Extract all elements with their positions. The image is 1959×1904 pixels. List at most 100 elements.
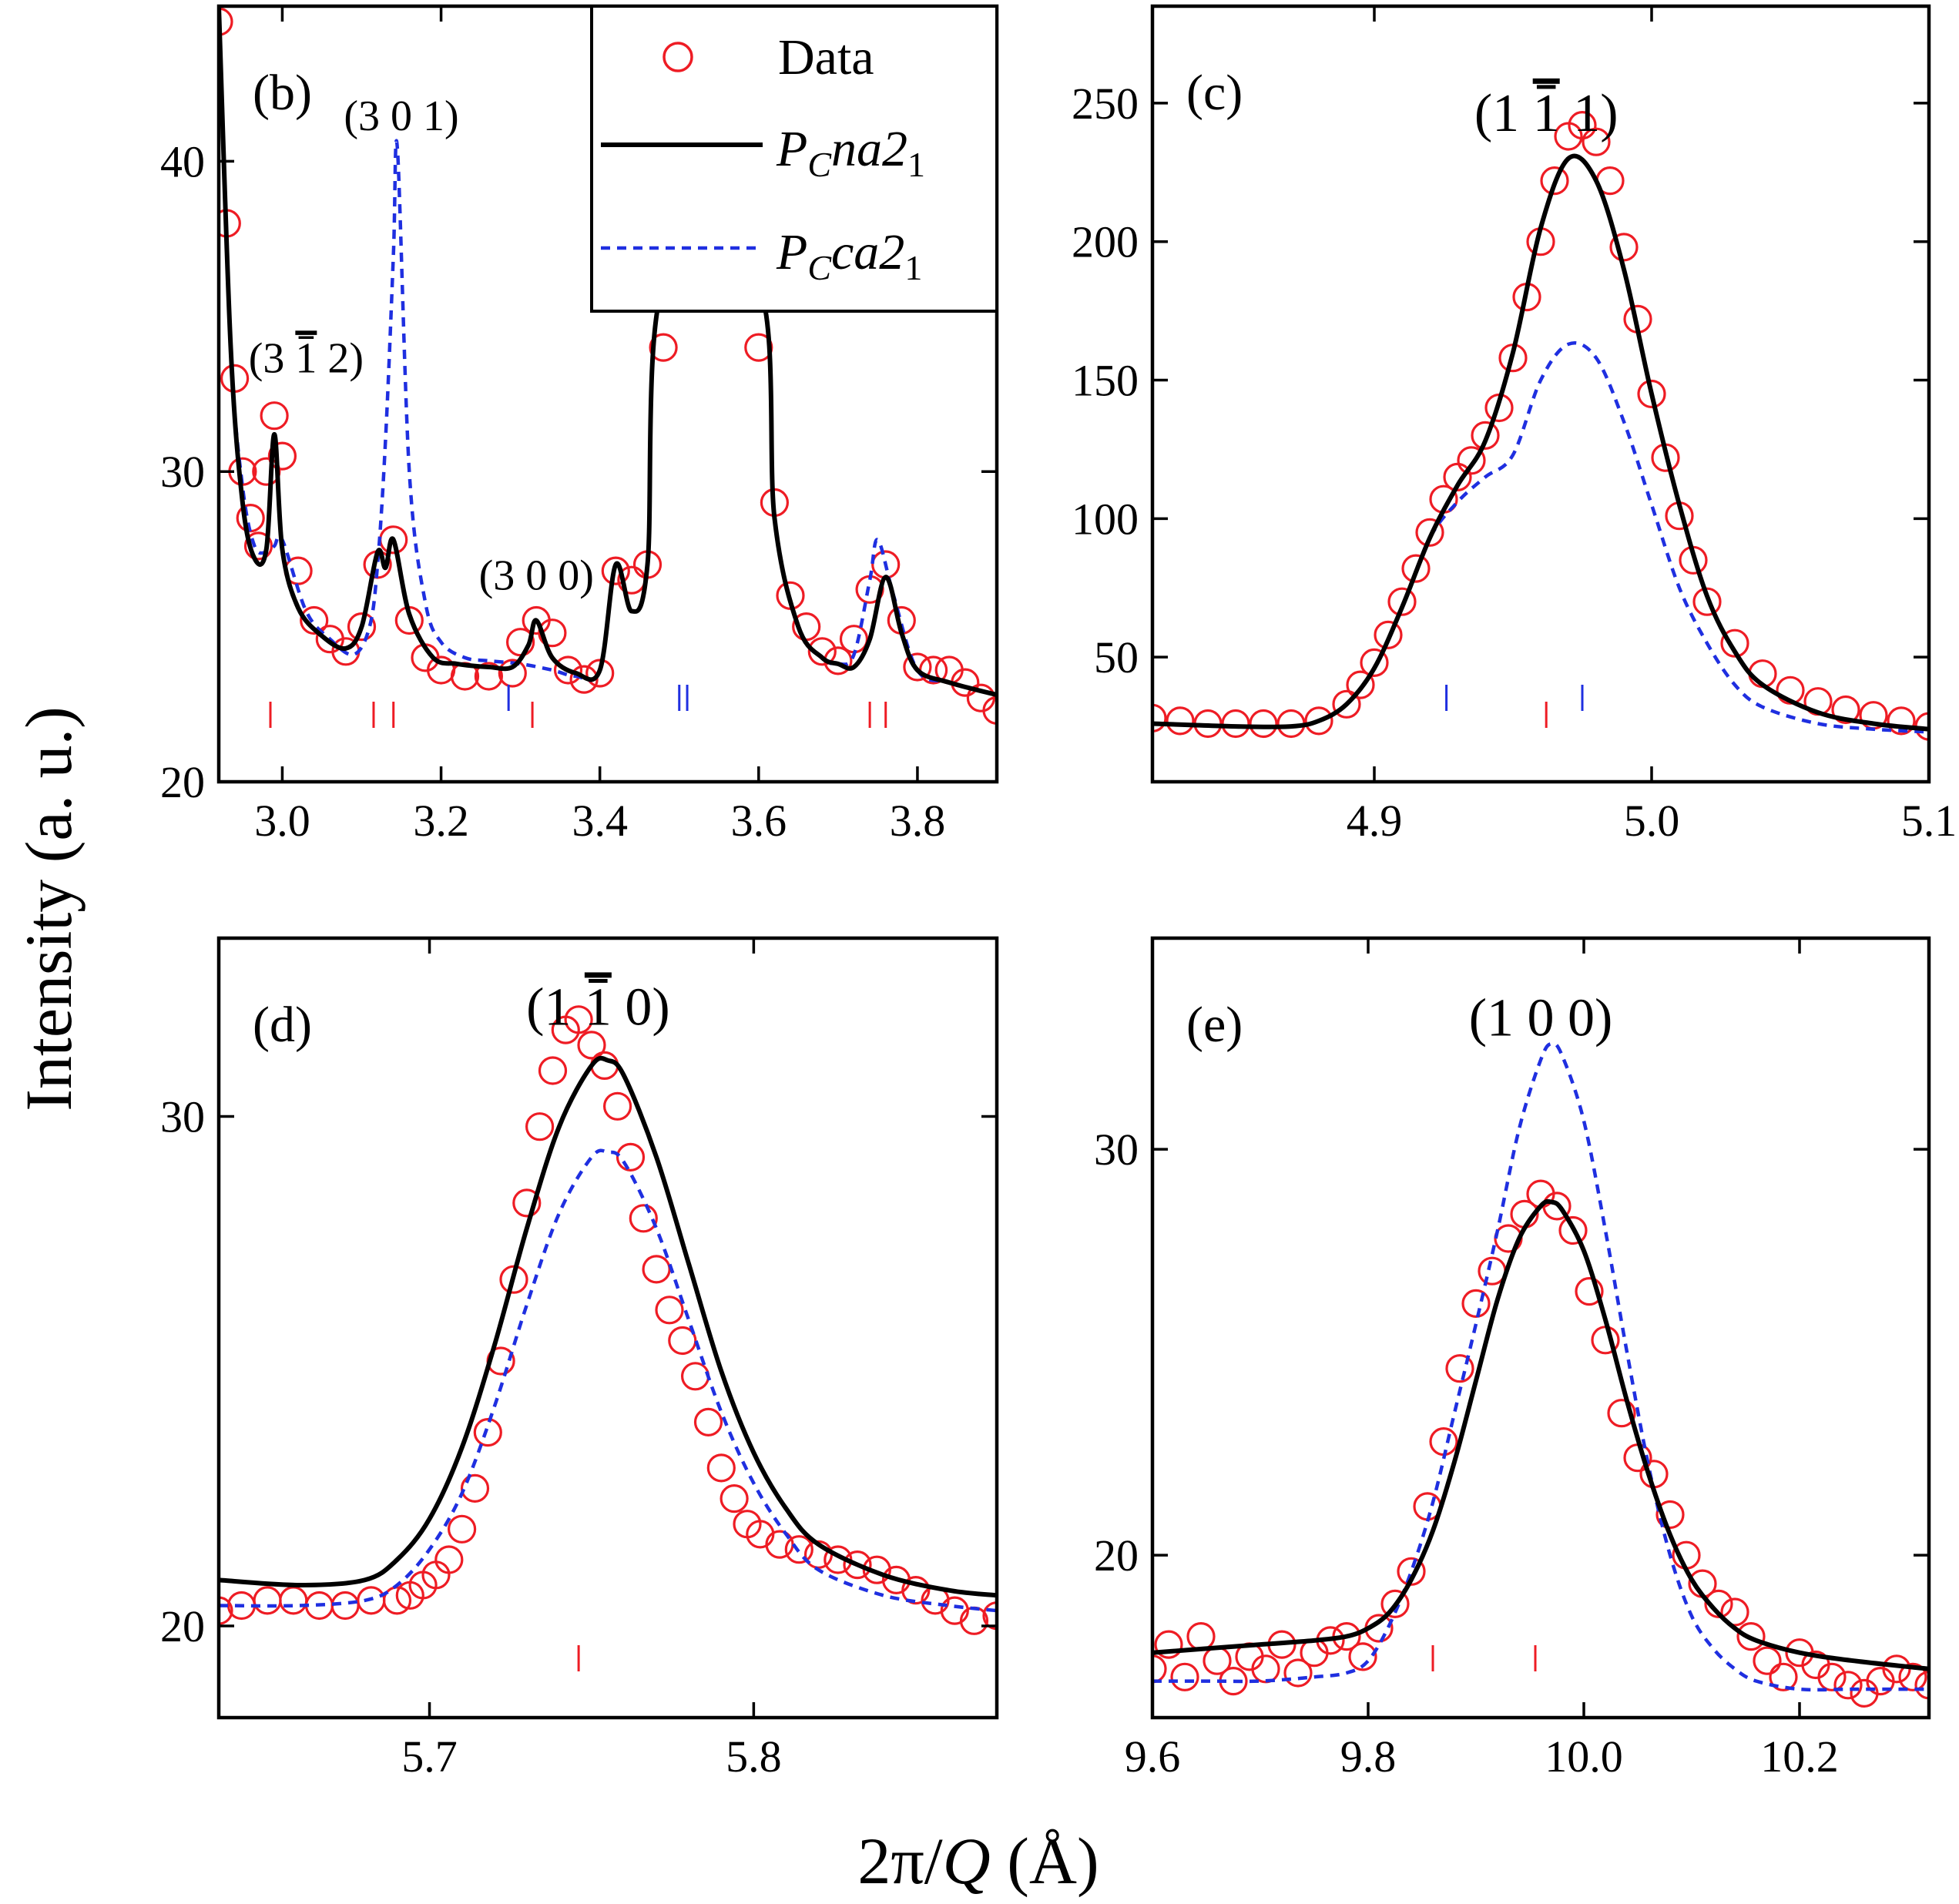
panel-d-data-point	[655, 1296, 684, 1325]
panel-d-data-point	[693, 1407, 723, 1437]
panel-e-xtick-label: 9.8	[1340, 1731, 1397, 1782]
panel-d-data-point	[512, 1188, 542, 1218]
panel-e-data-point	[1152, 1654, 1167, 1684]
panel-d-data-point	[219, 1596, 233, 1625]
panel-d-data-point	[460, 1473, 490, 1503]
panel-b-xtick-label: 3.6	[731, 796, 787, 846]
panel-e-data-point	[1575, 1276, 1604, 1306]
panel-d-annotations: (1 1 0)	[526, 977, 670, 1037]
panel-c-data-point	[1304, 706, 1333, 736]
panel-b-xtick-label: 3.0	[254, 796, 310, 846]
panel-c-data-point	[1457, 446, 1486, 475]
panel-c-frame	[1150, 4, 1931, 784]
panel-b-peak-annotation: (3 1 2)	[249, 334, 364, 382]
panel-e-data-point	[1655, 1500, 1685, 1530]
panel-e-xtick-label: 10.0	[1545, 1731, 1623, 1782]
panel-d-label: (d)	[253, 997, 312, 1053]
panel-b-xtick-label: 3.8	[890, 796, 946, 846]
panel-d-data-point	[279, 1586, 308, 1615]
panel-b-xtick-label: 3.2	[413, 796, 469, 846]
panel-e-data-point	[1154, 1630, 1183, 1659]
panel-b-fit-na-line	[219, 6, 997, 698]
panel-e-fit-na-line	[1152, 1198, 1929, 1671]
x-axis-label: 2π/Q (Å)	[857, 1824, 1099, 1898]
panel-d-data-point	[642, 1255, 671, 1284]
panel-b-label: (b)	[253, 65, 312, 121]
panel-d-data-point	[473, 1417, 502, 1447]
panel-c-data-point	[1166, 706, 1195, 736]
panel-b-data-point	[243, 531, 273, 561]
legend-na-label: PCna21	[776, 121, 925, 184]
panel-c-data-point	[1152, 703, 1167, 732]
panel-d-peak-annotation: (1 1 0)	[526, 977, 670, 1037]
panel-b-data-point	[538, 618, 567, 648]
panel-c-data-point	[1374, 620, 1403, 650]
panel-b-xtick-label: 3.4	[572, 796, 628, 846]
panel-c-data-point	[1831, 695, 1860, 725]
panel-d-ytick-label: 30	[160, 1092, 205, 1142]
panel-d-data-point	[447, 1514, 477, 1544]
panel-c-data-point	[1360, 648, 1389, 678]
panel-e-axes: 9.6 9.8 10.0 10.2 20 30	[1094, 936, 1931, 1782]
panel-e-data-point	[1461, 1289, 1491, 1319]
panel-d-ytick-label: 20	[160, 1601, 205, 1651]
panel-c-label: (c)	[1186, 65, 1243, 121]
panel-d: (1 1 0) 5.7 5.8 20 30 (d)	[160, 936, 999, 1782]
panel-d-data-point	[765, 1530, 794, 1559]
panel-e-label: (e)	[1186, 997, 1243, 1053]
legend-box	[590, 5, 998, 313]
legend-ca-label: PCca21	[776, 224, 922, 287]
panel-c-plot	[1152, 111, 1929, 741]
legend-data-marker	[663, 42, 693, 72]
panel-d-data-point	[982, 1601, 997, 1631]
panel-b-data-point	[347, 612, 377, 642]
panel-b-data-point	[260, 401, 289, 431]
panel-c-ytick-label: 100	[1072, 494, 1139, 544]
panel-c-data-point	[1582, 127, 1611, 156]
panel-d-axes: 5.7 5.8 20 30	[160, 936, 999, 1782]
panel-d-data-point	[577, 1031, 606, 1060]
panel-e-data-point	[1753, 1646, 1782, 1675]
panel-d-data-point	[629, 1204, 658, 1233]
panel-b-data-point	[839, 625, 869, 654]
panel-b-axes: 3.0 3.2 3.4 3.6 3.8 20 30 40	[160, 4, 999, 846]
panel-b-data-point	[807, 637, 837, 666]
panel-e-data-point	[1720, 1597, 1749, 1627]
panel-b-data-point	[498, 659, 527, 688]
panel-d-data-point	[590, 1051, 619, 1081]
panel-e-data-point	[1607, 1399, 1636, 1428]
panel-b-annotations: (3 1 2) (3 0 1) (3 0 0)	[249, 92, 594, 599]
panel-b-data-point	[300, 605, 329, 635]
panel-e-frame	[1150, 936, 1931, 1720]
panel-d-data-point	[382, 1586, 412, 1615]
panel-b-data-point	[267, 441, 297, 471]
panel-d-fit-ca-line	[219, 1148, 997, 1613]
panel-d-xtick-label: 5.8	[726, 1731, 782, 1782]
panel-d-data-point	[602, 1091, 632, 1121]
panel-c-data-point	[1887, 706, 1916, 736]
panel-b-ytick-label: 40	[160, 136, 205, 186]
y-axis-label: Intensity (a. u.)	[12, 706, 86, 1111]
panel-c-xtick-label: 4.9	[1347, 796, 1403, 846]
panel-e-data-point	[1397, 1557, 1426, 1586]
panel-c-data-point	[1221, 709, 1250, 739]
x-axis-label-prefix: 2π/	[857, 1824, 942, 1898]
panel-c-axes: 4.9 5.0 5.1 50 100 150 200 250	[1072, 4, 1957, 846]
panel-c-data-point	[1415, 518, 1444, 547]
panel-b-data-point	[219, 7, 233, 36]
panel-e: (1 0 0) 9.6 9.8 10.0 10.2 20 30 (e)	[1094, 936, 1931, 1782]
panel-e-xtick-label: 10.2	[1760, 1731, 1839, 1782]
panel-e-data-point	[1380, 1589, 1410, 1618]
panel-d-data-point	[253, 1586, 282, 1615]
panel-c-ytick-label: 50	[1094, 632, 1139, 682]
x-axis-label-suffix: (Å)	[991, 1824, 1099, 1898]
panel-c-data-point	[1401, 554, 1431, 583]
panel-c-data-point	[1346, 670, 1375, 699]
panel-c-data-point	[1692, 587, 1722, 616]
panel-d-data-point	[940, 1596, 969, 1625]
panel-b-data-point	[553, 655, 583, 685]
panel-b-data-point	[744, 333, 773, 362]
panel-c: (1 1 1) 4.9 5.0 5.1 50 100 150 200 250 (c)	[1072, 4, 1957, 846]
panel-e-data-point	[1898, 1662, 1927, 1691]
